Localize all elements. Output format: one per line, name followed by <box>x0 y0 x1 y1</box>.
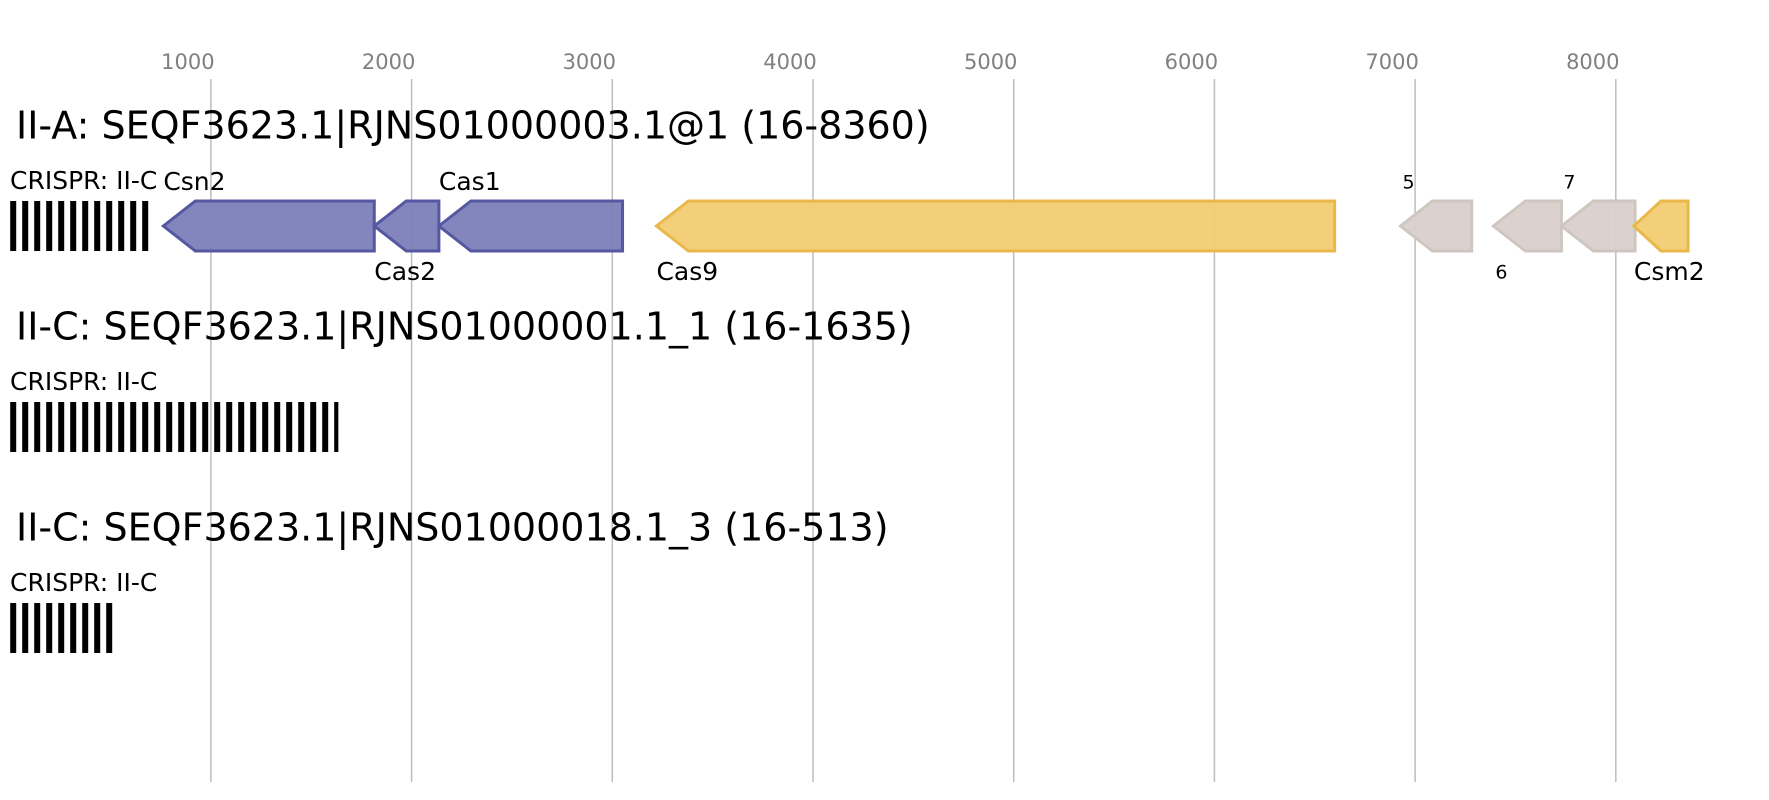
track-title: II-C: SEQF3623.1|RJNS01000018.1_3 (16-51… <box>16 506 889 551</box>
crispr-repeat <box>10 603 17 653</box>
crispr-repeat <box>58 201 65 251</box>
crispr-repeat <box>10 402 17 452</box>
gene-label: Csm2 <box>1634 257 1705 286</box>
crispr-repeat <box>22 402 29 452</box>
crispr-repeat <box>22 201 29 251</box>
crispr-repeat <box>46 402 53 452</box>
track-title: II-A: SEQF3623.1|RJNS01000003.1@1 (16-83… <box>16 104 930 149</box>
crispr-repeat <box>178 402 185 452</box>
crispr-repeat <box>58 402 65 452</box>
gene-label: Cas9 <box>656 257 718 286</box>
crispr-array <box>10 201 149 251</box>
gene-arrow <box>371 199 441 253</box>
crispr-repeat <box>286 402 293 452</box>
crispr-repeat <box>94 402 101 452</box>
crispr-repeat <box>70 402 77 452</box>
crispr-label: CRISPR: II-C <box>10 367 157 396</box>
gene-label: Cas1 <box>439 167 501 196</box>
crispr-repeat <box>34 603 41 653</box>
gene-label: 7 <box>1563 172 1575 194</box>
crispr-repeat <box>34 402 41 452</box>
crispr-repeat <box>166 402 173 452</box>
crispr-repeat <box>310 402 317 452</box>
gene-label: 5 <box>1402 172 1414 194</box>
tick-label: 7000 <box>1365 50 1418 74</box>
crispr-repeat <box>214 402 221 452</box>
tick-label: 6000 <box>1165 50 1218 74</box>
crispr-array <box>10 603 113 653</box>
crispr-repeat <box>46 603 53 653</box>
gene-label: 6 <box>1495 262 1507 284</box>
crispr-repeat <box>70 201 77 251</box>
crispr-repeat <box>226 402 233 452</box>
crispr-array <box>10 402 339 452</box>
gene-arrow <box>1490 199 1563 253</box>
crispr-repeat <box>190 402 197 452</box>
crispr-repeat <box>154 402 161 452</box>
tick-label: 3000 <box>563 50 616 74</box>
crispr-repeat <box>34 201 41 251</box>
crispr-repeat <box>94 603 101 653</box>
crispr-repeat <box>82 402 89 452</box>
tick-label: 8000 <box>1566 50 1619 74</box>
gene-label: Csn2 <box>163 167 225 196</box>
crispr-repeat <box>202 402 209 452</box>
crispr-repeat <box>46 201 53 251</box>
crispr-label: CRISPR: II-C <box>10 568 157 597</box>
gene-arrow <box>1398 199 1474 253</box>
crispr-repeat <box>274 402 281 452</box>
crispr-repeat <box>238 402 245 452</box>
crispr-label: CRISPR: II-C <box>10 166 157 195</box>
crispr-repeat <box>22 603 29 653</box>
crispr-repeat <box>118 201 125 251</box>
crispr-repeat <box>94 201 101 251</box>
crispr-repeat <box>334 402 339 452</box>
crispr-repeat <box>130 402 137 452</box>
gene-arrow <box>1631 199 1690 253</box>
tick-label: 4000 <box>763 50 816 74</box>
crispr-repeat <box>130 201 137 251</box>
crispr-repeat <box>106 201 113 251</box>
crispr-repeat <box>142 201 149 251</box>
crispr-repeat <box>142 402 149 452</box>
gene-arrow <box>654 199 1337 253</box>
crispr-repeat <box>322 402 329 452</box>
crispr-repeat <box>82 201 89 251</box>
crispr-repeat <box>250 402 257 452</box>
crispr-repeat <box>298 402 305 452</box>
tick-label: 1000 <box>161 50 214 74</box>
crispr-repeat <box>262 402 269 452</box>
crispr-repeat <box>106 603 113 653</box>
crispr-repeat <box>58 603 65 653</box>
tick-label: 2000 <box>362 50 415 74</box>
crispr-repeat <box>118 402 125 452</box>
crispr-repeat <box>82 603 89 653</box>
gene-arrow <box>1558 199 1637 253</box>
gene-arrow <box>160 199 376 253</box>
crispr-repeat <box>10 201 17 251</box>
tick-label: 5000 <box>964 50 1017 74</box>
crispr-repeat <box>70 603 77 653</box>
crispr-repeat <box>106 402 113 452</box>
gene-label: Cas2 <box>374 257 436 286</box>
track-title: II-C: SEQF3623.1|RJNS01000001.1_1 (16-16… <box>16 305 913 350</box>
gene-arrow <box>436 199 625 253</box>
